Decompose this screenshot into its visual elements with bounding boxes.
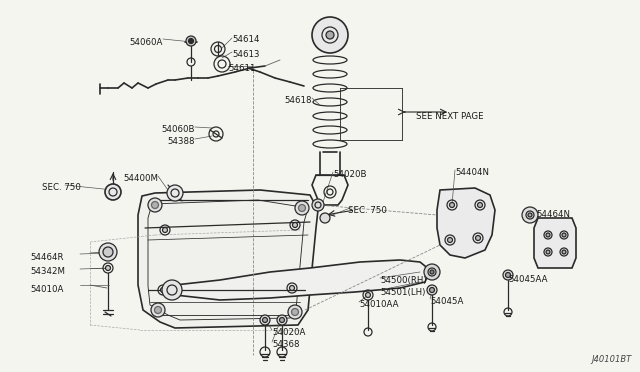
Text: 54501(LH): 54501(LH) — [380, 288, 426, 297]
Circle shape — [429, 288, 435, 292]
Polygon shape — [534, 218, 576, 268]
Circle shape — [277, 315, 287, 325]
Circle shape — [151, 303, 165, 317]
Circle shape — [292, 222, 298, 228]
Circle shape — [562, 233, 566, 237]
Circle shape — [291, 308, 298, 315]
Text: 54060B: 54060B — [161, 125, 195, 134]
Circle shape — [546, 233, 550, 237]
Text: J40101BT: J40101BT — [592, 355, 632, 364]
Circle shape — [503, 270, 513, 280]
Circle shape — [186, 36, 196, 46]
Circle shape — [161, 288, 166, 292]
Text: 54388: 54388 — [168, 137, 195, 146]
Circle shape — [506, 273, 511, 278]
Circle shape — [162, 280, 182, 300]
Circle shape — [154, 307, 161, 314]
Text: 54464N: 54464N — [536, 210, 570, 219]
Circle shape — [320, 213, 330, 223]
Text: 54010A: 54010A — [30, 285, 63, 294]
Circle shape — [260, 315, 270, 325]
Polygon shape — [168, 260, 430, 300]
Circle shape — [522, 207, 538, 223]
Circle shape — [105, 184, 121, 200]
Circle shape — [280, 317, 285, 323]
Circle shape — [326, 31, 334, 39]
Text: SEE NEXT PAGE: SEE NEXT PAGE — [416, 112, 484, 121]
Text: 54020A: 54020A — [272, 328, 305, 337]
Text: 54613: 54613 — [232, 50, 259, 59]
Circle shape — [152, 202, 159, 208]
Circle shape — [424, 264, 440, 280]
Circle shape — [477, 202, 483, 208]
Text: 54342M: 54342M — [30, 267, 65, 276]
Circle shape — [312, 17, 348, 53]
Circle shape — [546, 250, 550, 254]
Circle shape — [148, 198, 162, 212]
Circle shape — [365, 292, 371, 298]
Circle shape — [447, 237, 452, 243]
Circle shape — [427, 285, 437, 295]
Circle shape — [312, 199, 324, 211]
Text: 54464R: 54464R — [30, 253, 63, 262]
Circle shape — [99, 243, 117, 261]
Circle shape — [295, 201, 309, 215]
Circle shape — [288, 305, 302, 319]
Text: 54368: 54368 — [272, 340, 300, 349]
Text: 54500(RH): 54500(RH) — [380, 276, 427, 285]
Circle shape — [189, 38, 193, 44]
Text: 54614: 54614 — [232, 35, 259, 44]
Text: 54010AA: 54010AA — [359, 300, 399, 309]
Circle shape — [262, 317, 268, 323]
Circle shape — [449, 202, 454, 208]
Circle shape — [103, 247, 113, 257]
Circle shape — [163, 228, 168, 232]
Circle shape — [298, 205, 305, 212]
Text: SEC. 750: SEC. 750 — [42, 183, 81, 192]
Polygon shape — [138, 190, 318, 328]
Text: 54020B: 54020B — [333, 170, 367, 179]
Circle shape — [167, 185, 183, 201]
Text: 54045AA: 54045AA — [508, 275, 547, 284]
Circle shape — [476, 235, 481, 241]
Text: SEC. 750: SEC. 750 — [348, 206, 387, 215]
Polygon shape — [437, 188, 495, 258]
Circle shape — [289, 285, 294, 291]
Circle shape — [106, 266, 111, 270]
Text: 54060A: 54060A — [130, 38, 163, 47]
Text: 54618: 54618 — [285, 96, 312, 105]
Circle shape — [430, 270, 434, 274]
Circle shape — [528, 213, 532, 217]
Text: 54400M: 54400M — [123, 174, 158, 183]
Circle shape — [562, 250, 566, 254]
Text: 54611: 54611 — [228, 64, 255, 73]
Text: 54045A: 54045A — [430, 297, 463, 306]
Text: 54404N: 54404N — [455, 168, 489, 177]
